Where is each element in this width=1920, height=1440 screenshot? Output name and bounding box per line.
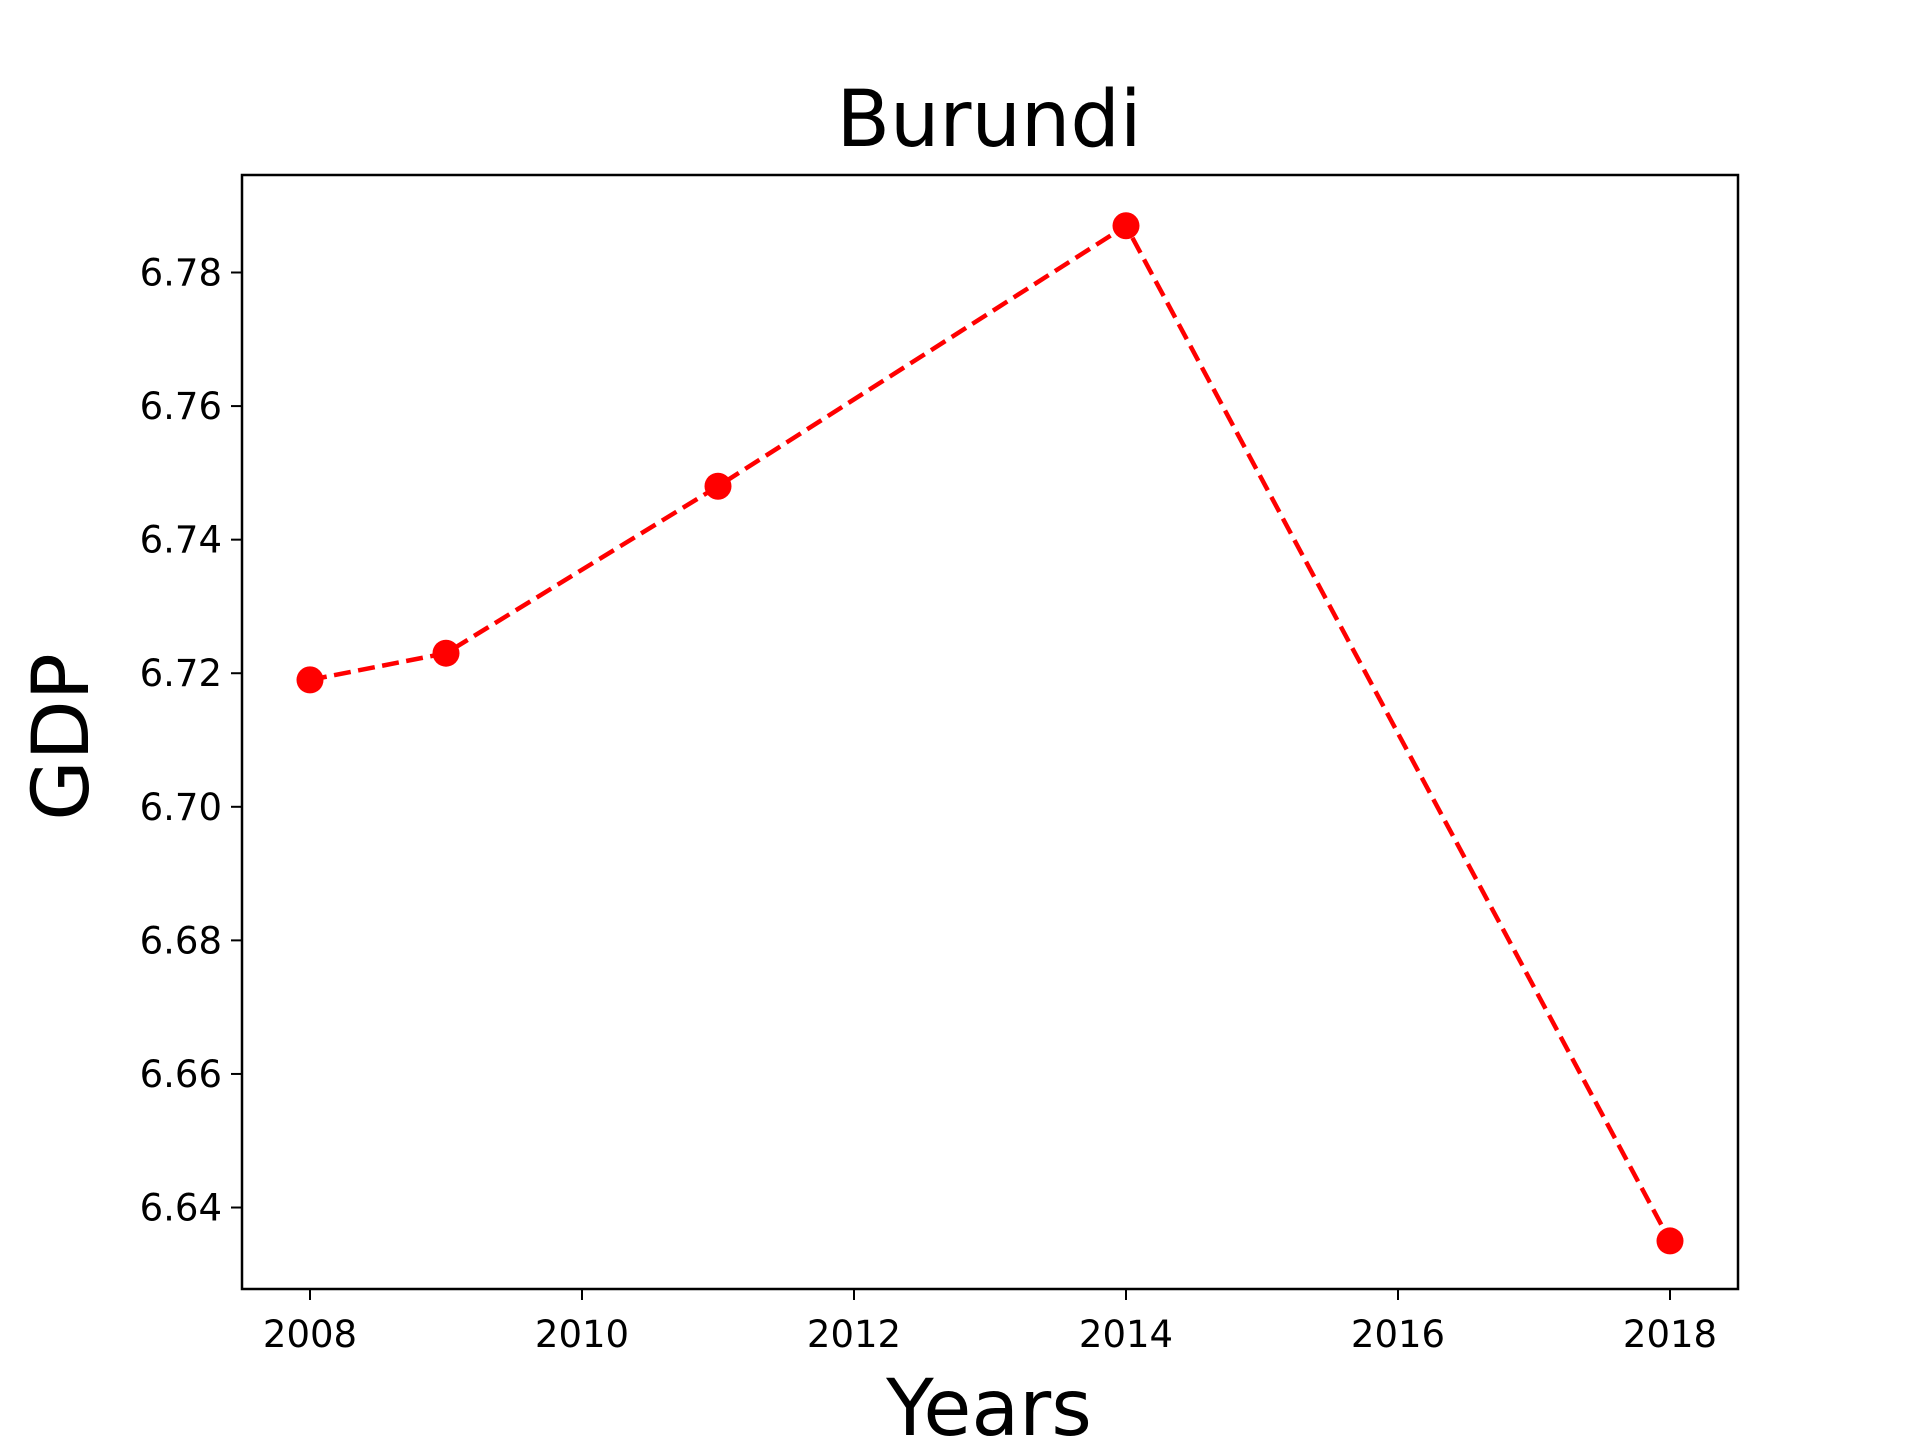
y-tick-label: 6.70 bbox=[140, 786, 222, 829]
y-tick-label: 6.78 bbox=[140, 252, 222, 295]
x-tick-label: 2018 bbox=[1623, 1313, 1717, 1356]
data-point bbox=[704, 472, 732, 500]
data-point bbox=[432, 639, 460, 667]
y-axis-label: GDP bbox=[17, 653, 107, 821]
chart-title: Burundi bbox=[836, 75, 1141, 165]
y-tick-label: 6.66 bbox=[140, 1053, 222, 1096]
y-tick-label: 6.76 bbox=[140, 385, 222, 428]
y-tick-label: 6.68 bbox=[140, 919, 222, 962]
x-tick-label: 2008 bbox=[263, 1313, 357, 1356]
x-tick-label: 2010 bbox=[535, 1313, 629, 1356]
data-point bbox=[1656, 1227, 1684, 1255]
x-tick-label: 2016 bbox=[1351, 1313, 1445, 1356]
x-tick-label: 2012 bbox=[807, 1313, 901, 1356]
y-tick-label: 6.74 bbox=[140, 519, 222, 562]
x-axis-label: Years bbox=[885, 1364, 1092, 1440]
y-tick-label: 6.72 bbox=[140, 652, 222, 695]
data-point bbox=[1112, 212, 1140, 240]
x-tick-label: 2014 bbox=[1079, 1313, 1173, 1356]
plot-area bbox=[240, 173, 1740, 1291]
axes-ticks: 2008 2010 2012 2014 2016 2018 6.64 6.66 6.68 6.70… bbox=[140, 252, 1717, 1356]
data-point bbox=[296, 666, 324, 694]
plot-frame bbox=[240, 173, 1740, 1291]
y-tick-label: 6.64 bbox=[140, 1187, 222, 1230]
